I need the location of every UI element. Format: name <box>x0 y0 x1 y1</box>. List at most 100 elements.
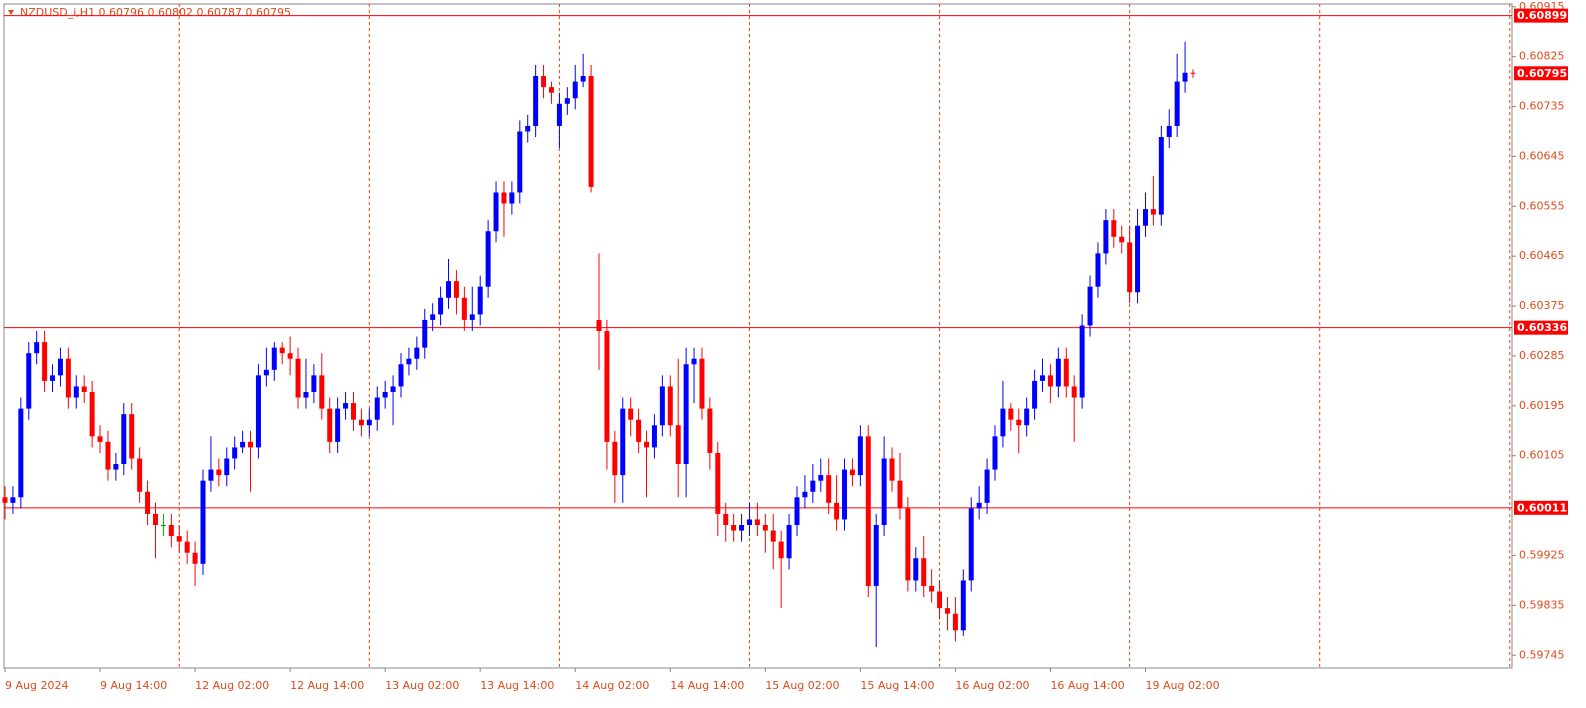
candle-body <box>612 441 618 476</box>
candle-body <box>1166 125 1172 138</box>
x-tick-label: 15 Aug 02:00 <box>765 679 839 692</box>
candle-body <box>81 386 87 392</box>
candle-body <box>1079 325 1085 398</box>
candle-body <box>667 386 673 426</box>
candle-body <box>810 480 816 492</box>
candle-body <box>374 397 380 420</box>
candle-body <box>208 469 214 481</box>
candle-body <box>453 281 459 298</box>
y-tick-label: 0.60285 <box>1519 349 1565 362</box>
candle-body <box>952 613 958 631</box>
candle-body <box>319 375 325 409</box>
candle-body <box>303 391 309 398</box>
candle-body <box>73 386 79 398</box>
candle-body <box>65 358 71 398</box>
candle-body <box>145 491 151 514</box>
candle-body <box>746 519 752 526</box>
x-tick-label: 14 Aug 14:00 <box>670 679 744 692</box>
y-tick-label: 0.60735 <box>1519 100 1565 113</box>
candle-body <box>176 536 182 542</box>
candle-body <box>588 76 594 187</box>
x-tick-label: 13 Aug 02:00 <box>385 679 459 692</box>
candle-body <box>1095 253 1101 287</box>
candle-body <box>430 314 436 320</box>
x-tick-label: 15 Aug 14:00 <box>860 679 934 692</box>
candle-body <box>406 358 412 365</box>
candle-body <box>517 131 523 193</box>
candle-body <box>628 408 634 420</box>
candle-body <box>770 530 776 542</box>
candle-body <box>548 87 554 93</box>
candle-body <box>382 391 388 398</box>
candle-body <box>192 552 198 564</box>
candle-body <box>240 441 246 448</box>
candle-body <box>121 414 127 465</box>
y-tick-label: 0.59745 <box>1519 648 1565 661</box>
candle-body <box>1182 72 1188 82</box>
candle-body <box>200 480 206 564</box>
candle-body <box>937 591 943 609</box>
candle-body <box>42 342 48 381</box>
candle-body <box>1032 380 1038 409</box>
candle-body <box>826 475 832 503</box>
candle-body <box>620 408 626 476</box>
candle-body <box>168 525 174 537</box>
candle-body <box>18 408 24 498</box>
candle-body <box>248 441 254 448</box>
candle-body <box>857 436 863 476</box>
level-label: 0.60899 <box>1517 9 1567 22</box>
candle-body <box>1127 242 1133 293</box>
candle-body <box>327 408 333 442</box>
candle-body <box>1103 220 1109 254</box>
candle-body <box>34 342 40 354</box>
candle-body <box>493 192 499 232</box>
x-tick-label: 12 Aug 14:00 <box>290 679 364 692</box>
candle-body <box>1158 137 1164 215</box>
candle-body <box>905 508 911 581</box>
x-tick-label: 9 Aug 14:00 <box>100 679 167 692</box>
candle-body <box>1071 386 1077 398</box>
candle-body <box>715 452 721 514</box>
candle-body <box>358 419 364 426</box>
candle-body <box>596 319 602 332</box>
candle-body <box>944 608 950 614</box>
candle-body <box>572 81 578 99</box>
candle-body <box>485 231 491 287</box>
candle-body <box>137 458 143 492</box>
candle-body <box>271 347 277 370</box>
candle-body <box>1111 220 1117 237</box>
candle-body <box>659 386 665 426</box>
candle-body <box>849 469 855 476</box>
candle-body <box>580 76 586 82</box>
candle-body <box>350 403 356 420</box>
candle-body <box>675 425 681 465</box>
level-label-box <box>1514 320 1568 335</box>
candle-body <box>89 391 95 437</box>
candle-body <box>636 419 642 442</box>
y-tick-label: 0.59835 <box>1519 598 1565 611</box>
candle-body <box>897 480 903 509</box>
plot-frame <box>3 3 1513 669</box>
candle-body <box>968 508 974 581</box>
candle-body <box>921 558 927 586</box>
level-label-box <box>1514 500 1568 515</box>
x-tick-label: 16 Aug 14:00 <box>1050 679 1124 692</box>
candle-body <box>129 414 135 459</box>
candle-body <box>366 419 372 426</box>
candle-body <box>335 408 341 442</box>
candle-body <box>913 558 919 581</box>
candle-body <box>556 103 562 126</box>
candle-body <box>216 469 222 476</box>
candle-body <box>1135 225 1141 293</box>
candle-body <box>287 353 293 359</box>
candle-body <box>604 331 610 442</box>
candle-body <box>865 436 871 586</box>
y-tick-label: 0.59925 <box>1519 548 1565 561</box>
collapse-arrow <box>8 10 14 15</box>
candle-body <box>477 286 483 315</box>
candle-body <box>984 469 990 503</box>
candle-body <box>1150 209 1156 215</box>
candle-body <box>50 375 56 381</box>
